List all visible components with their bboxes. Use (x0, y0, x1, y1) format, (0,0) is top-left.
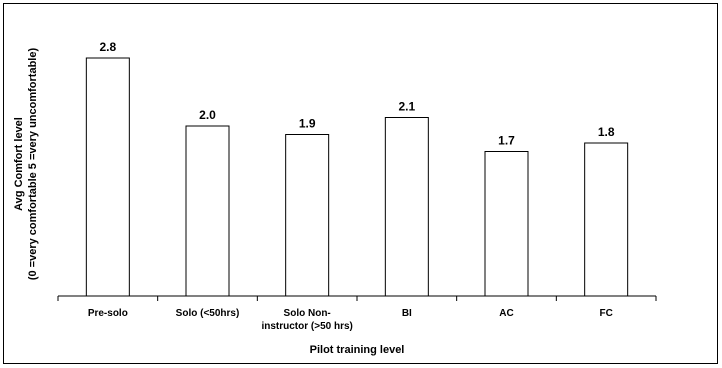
bar (584, 142, 629, 297)
data-label: 2.8 (99, 40, 116, 54)
data-label: 1.9 (299, 117, 316, 131)
x-tick-labels: Pre-solo Solo (<50hrs) Solo Non-instructor… (88, 308, 613, 332)
y-axis-title-line: Avg Comfort level (13, 117, 25, 211)
bar (384, 117, 429, 297)
x-tick-label: Solo Non- (284, 308, 331, 319)
bar (484, 151, 529, 297)
data-label: 1.7 (498, 134, 515, 148)
bar (185, 125, 230, 297)
bars (85, 57, 629, 297)
data-labels: 2.8 2.0 1.9 2.1 1.7 1.8 (99, 40, 614, 148)
axes (57, 295, 657, 301)
data-label: 2.1 (398, 100, 415, 114)
x-tick-label: Solo (<50hrs) (176, 308, 240, 319)
chart-frame: Avg Comfort level (0 =very comfortable 5 … (3, 3, 718, 364)
x-tick-label: BI (402, 308, 412, 319)
y-axis-title: Avg Comfort level (0 =very comfortable 5 … (13, 48, 39, 281)
data-label: 1.8 (598, 125, 615, 139)
bar (85, 57, 130, 297)
x-tick-label: AC (499, 308, 513, 319)
x-axis-title: Pilot training level (310, 344, 405, 356)
bar-chart: Avg Comfort level (0 =very comfortable 5 … (13, 40, 657, 356)
bar (285, 134, 330, 297)
x-tick-label: instructor (>50 hrs) (261, 321, 352, 332)
y-axis-title-line: (0 =very comfortable 5 =very uncomfortab… (27, 48, 39, 281)
x-tick-label: FC (599, 308, 612, 319)
data-label: 2.0 (199, 108, 216, 122)
x-tick-label: Pre-solo (88, 308, 128, 319)
